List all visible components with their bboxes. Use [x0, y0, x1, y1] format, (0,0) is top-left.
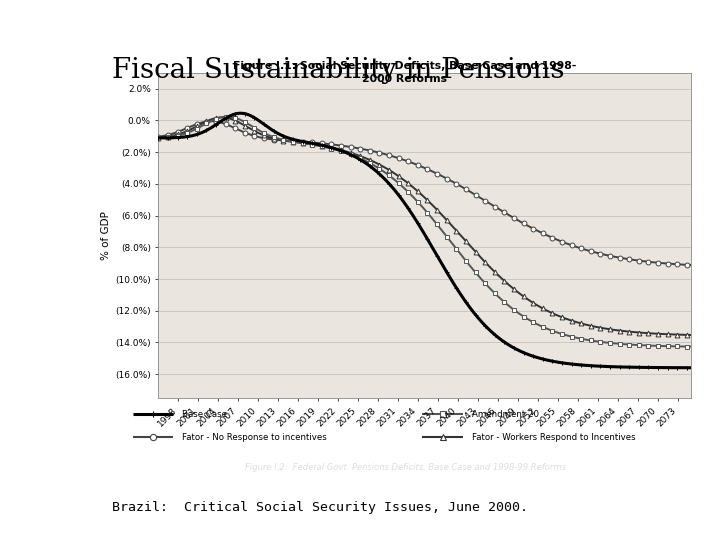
Text: Fator - Workers Respond to Incentives: Fator - Workers Respond to Incentives — [472, 433, 635, 442]
Y-axis label: % of GDP: % of GDP — [101, 211, 111, 260]
Text: Figure I.1: Social Security Deficits, Base Case and 1998-
2000 Reforms: Figure I.1: Social Security Deficits, Ba… — [233, 62, 577, 84]
Text: Brazil:  Critical Social Security Issues, June 2000.: Brazil: Critical Social Security Issues,… — [112, 501, 528, 514]
Text: Fiscal Sustainability in Pensions: Fiscal Sustainability in Pensions — [112, 57, 564, 84]
Text: Amendment 20: Amendment 20 — [472, 410, 539, 419]
Text: Base Case: Base Case — [182, 410, 227, 419]
Text: Figure I.2:  Federal Govt. Pensions Deficits, Base Case and 1998-99 Reforms: Figure I.2: Federal Govt. Pensions Defic… — [245, 463, 565, 472]
Text: Fator - No Response to incentives: Fator - No Response to incentives — [182, 433, 327, 442]
